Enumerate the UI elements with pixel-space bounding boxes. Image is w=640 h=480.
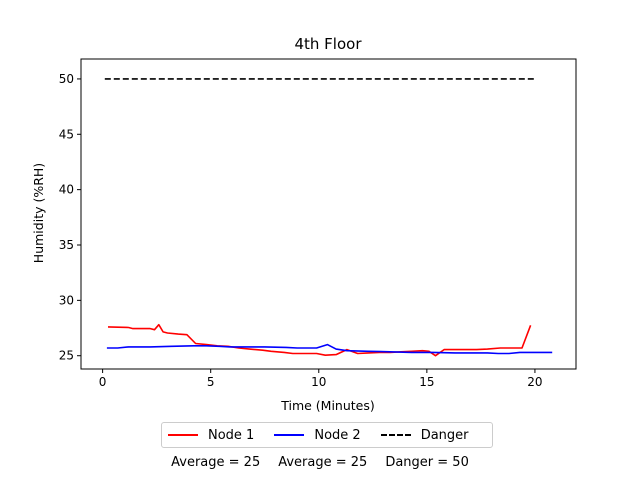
x-tick-label: 10	[311, 375, 326, 389]
y-tick-label: 45	[59, 127, 74, 141]
series-line-node-2	[106, 343, 553, 355]
node1-average-text: Average = 25	[171, 455, 261, 470]
legend-label-node-1: Node 1	[208, 427, 255, 443]
danger-threshold-text: Danger = 50	[385, 455, 469, 470]
y-tick-label: 40	[59, 183, 74, 197]
legend: Node 1 Node 2 Danger	[161, 422, 493, 448]
y-tick-label: 25	[59, 349, 74, 363]
legend-swatch-node-1	[168, 434, 198, 436]
legend-item-danger: Danger	[380, 427, 469, 443]
legend-swatch-danger	[380, 434, 411, 436]
legend-swatch-node-2	[274, 434, 305, 436]
y-tick-label: 30	[59, 293, 74, 307]
y-axis-label: Humidity (%RH)	[31, 163, 46, 263]
x-tick-label: 15	[419, 375, 434, 389]
node2-average-text: Average = 25	[278, 455, 368, 470]
summary-footer: Average = 25 Average = 25 Danger = 50	[0, 455, 640, 470]
x-axis-label: Time (Minutes)	[280, 398, 375, 413]
y-tick-label: 35	[59, 238, 74, 252]
x-tick-label: 20	[527, 375, 542, 389]
legend-label-danger: Danger	[420, 427, 469, 443]
x-tick-label: 5	[207, 375, 215, 389]
legend-item-node-2: Node 2	[274, 427, 361, 443]
x-tick-label: 0	[99, 375, 107, 389]
series-line-node-1	[107, 323, 532, 357]
chart-title: 4th Floor	[294, 35, 362, 53]
plot-frame	[80, 58, 577, 370]
y-tick-label: 50	[59, 72, 74, 86]
legend-label-node-2: Node 2	[314, 427, 361, 443]
legend-item-node-1: Node 1	[168, 428, 254, 443]
